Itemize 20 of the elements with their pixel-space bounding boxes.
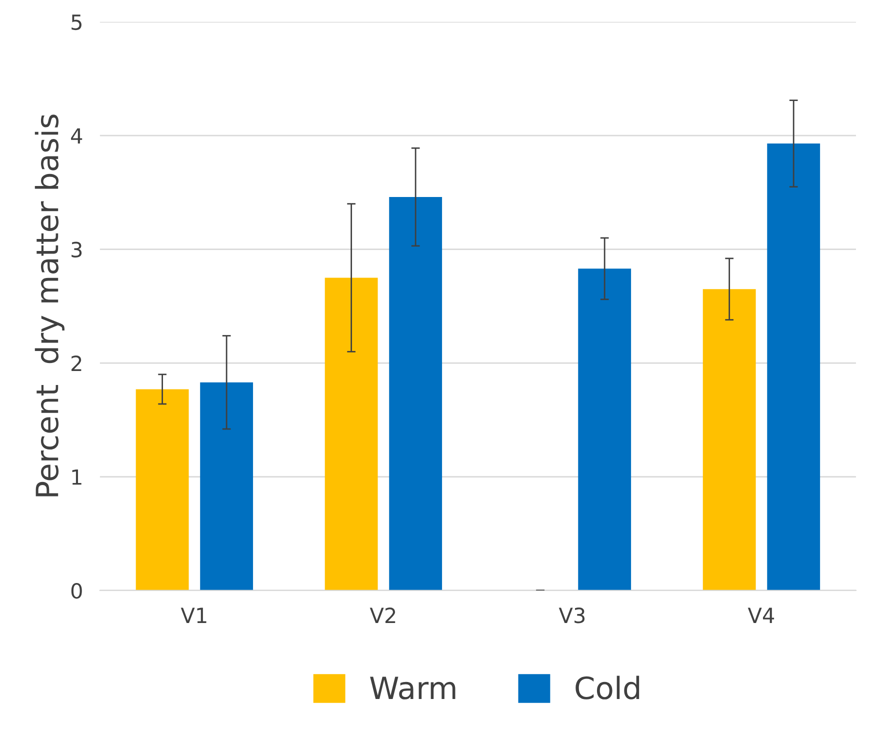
bar: [324, 278, 378, 590]
bar: [200, 382, 254, 590]
legend-label: Cold: [576, 676, 640, 700]
y-tick-label: 3: [72, 242, 82, 258]
legend-label: Warm: [370, 676, 456, 700]
bar: [767, 144, 820, 590]
x-tick-label: V4: [748, 608, 774, 623]
bar: [702, 289, 756, 590]
y-tick-label: 0: [71, 582, 82, 599]
x-tick-label: V1: [180, 608, 206, 623]
bar: [389, 197, 442, 590]
x-tick-label: V2: [370, 608, 396, 623]
x-tick-label: V3: [558, 608, 585, 624]
y-tick-label: 1: [72, 469, 82, 485]
bar: [136, 389, 189, 590]
y-tick-label: 4: [71, 128, 82, 144]
bar: [578, 268, 632, 590]
y-tick-label: 2: [72, 355, 82, 371]
y-axis-title: Percent dry matter basis: [34, 114, 64, 496]
y-tick-label: 5: [72, 14, 82, 30]
